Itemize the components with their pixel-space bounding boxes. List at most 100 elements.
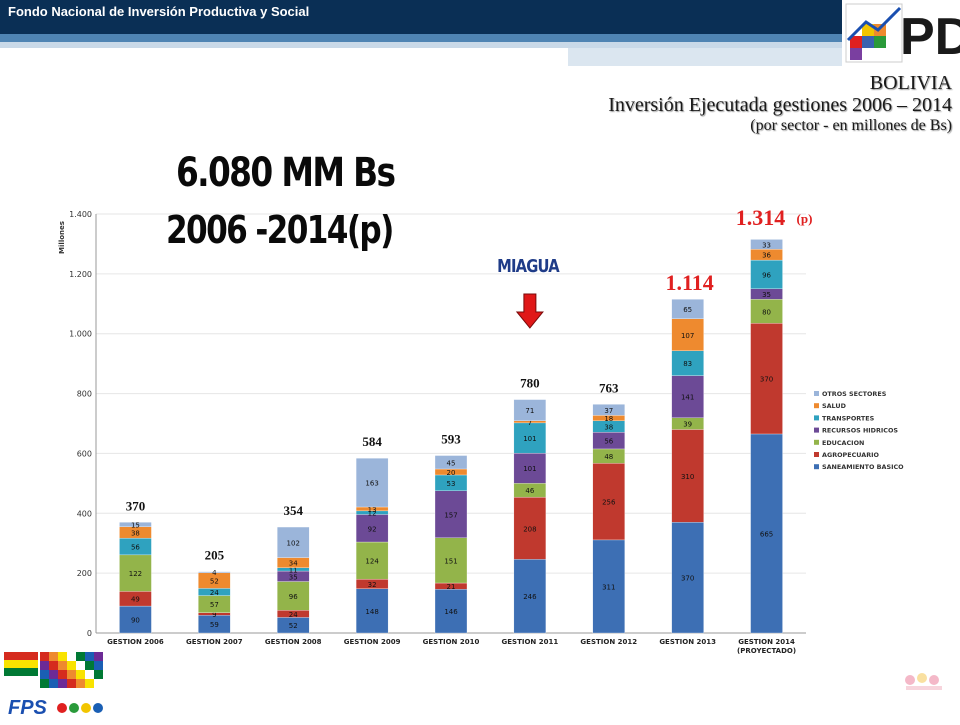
fps-logo-text: FPS: [8, 697, 48, 719]
country-label: BOLIVIA: [869, 72, 952, 94]
bar-segment: [355, 588, 389, 634]
miagua-arrow-icon: [515, 293, 544, 329]
bar-segment: [513, 452, 547, 484]
data-label: 4: [212, 569, 217, 577]
x-tick-label: GESTION 2009: [344, 638, 401, 646]
bar-segment: [513, 496, 547, 560]
legend-label: RECURSOS HIDRICOS: [822, 427, 898, 435]
bar-segment: [750, 239, 783, 250]
legend-label: EDUCACION: [822, 439, 864, 447]
data-label: 53: [447, 480, 456, 488]
data-label: 24: [210, 589, 219, 597]
data-label: 256: [602, 499, 616, 507]
x-tick-label: GESTION 2012: [580, 638, 637, 646]
bar-segment: [750, 259, 783, 289]
bar-segment: [434, 455, 468, 470]
bar-segment: [119, 605, 152, 634]
bar-segment: [434, 589, 468, 634]
bar-total-label: 205: [205, 548, 225, 563]
y-tick-label: 1.200: [69, 270, 92, 279]
data-label: 246: [523, 593, 537, 601]
data-label: 37: [604, 407, 613, 415]
data-label: 151: [444, 557, 457, 565]
data-label: 370: [681, 575, 694, 583]
legend-swatch: [814, 427, 819, 433]
data-label: 56: [604, 438, 613, 446]
y-tick-label: 800: [77, 390, 92, 399]
bar-segment: [513, 559, 547, 634]
data-label: 310: [681, 473, 694, 481]
legend-label: OTROS SECTORES: [822, 390, 887, 398]
x-tick-sublabel: (PROYECTADO): [737, 647, 796, 655]
legend-swatch: [814, 439, 819, 445]
data-label: 15: [131, 522, 140, 530]
y-tick-label: 0: [87, 629, 92, 638]
page-subtitle: (por sector - en millones de Bs): [750, 117, 952, 134]
data-label: 96: [762, 271, 771, 279]
bar-segment: [119, 554, 152, 592]
y-tick-label: 600: [77, 449, 92, 458]
bar-segment: [119, 522, 152, 527]
data-label: 124: [365, 558, 379, 566]
data-label: 11: [289, 566, 298, 574]
x-tick-label: GESTION 2011: [502, 638, 559, 646]
data-label: 46: [525, 487, 534, 495]
data-label: 83: [683, 360, 692, 368]
bar-segment: [277, 526, 310, 558]
data-label: 45: [447, 459, 456, 467]
bar-segment: [513, 399, 547, 421]
y-tick-label: 400: [77, 509, 92, 518]
x-tick-label: GESTION 2006: [107, 638, 164, 646]
data-label: 34: [289, 560, 298, 568]
bar-segment: [671, 318, 704, 351]
data-label: 24: [289, 611, 298, 619]
data-label: 90: [131, 617, 140, 625]
pd-logo-text: PD: [900, 8, 960, 66]
data-label: 80: [762, 308, 771, 316]
decorative-mascot-logo: [902, 666, 946, 694]
bar-segment: [355, 514, 389, 543]
data-label: 33: [762, 241, 771, 249]
bar-segment: [355, 541, 389, 580]
data-label: 32: [368, 581, 377, 589]
bar-segment: [592, 539, 625, 634]
legend-swatch: [814, 464, 819, 470]
miagua-label: MIAGUA: [497, 256, 560, 277]
data-label: 141: [681, 394, 694, 402]
data-label: 52: [289, 622, 298, 630]
y-tick-label: 200: [77, 569, 92, 578]
y-axis-title: Millones: [58, 221, 66, 254]
bar-segment: [671, 375, 704, 418]
header-stripe-light: [0, 42, 842, 48]
data-label: 370: [760, 376, 773, 384]
bar-segment: [750, 433, 783, 634]
data-label: 122: [129, 570, 142, 578]
data-label: 665: [760, 530, 773, 538]
data-label: 35: [289, 573, 298, 581]
data-label: 52: [210, 578, 219, 586]
y-tick-label: 1.400: [69, 210, 92, 219]
bar-segment: [198, 571, 231, 573]
header-block: BOLIVIA Inversión Ejecutada gestiones 20…: [608, 72, 952, 136]
data-label: 163: [365, 480, 378, 488]
legend-swatch: [814, 403, 819, 409]
data-label: 35: [762, 291, 771, 299]
header-stripe-accent: [568, 48, 842, 66]
data-label: 59: [210, 621, 219, 629]
legend-swatch: [814, 415, 819, 421]
x-tick-label: GESTION 2007: [186, 638, 243, 646]
period-label: 2006 -2014(p): [166, 208, 394, 252]
bar-segment: [671, 299, 704, 319]
data-label: 48: [604, 453, 613, 461]
data-label: 36: [762, 252, 771, 260]
bar-total-label: 780: [520, 376, 540, 391]
data-label: 39: [683, 421, 692, 429]
bar-segment: [592, 404, 625, 416]
data-label: 38: [604, 423, 613, 431]
data-label: 21: [447, 583, 456, 591]
data-label: 107: [681, 332, 694, 340]
bar-segment: [671, 350, 704, 376]
data-label: 65: [683, 306, 692, 314]
bar-total-label: 593: [441, 432, 461, 447]
